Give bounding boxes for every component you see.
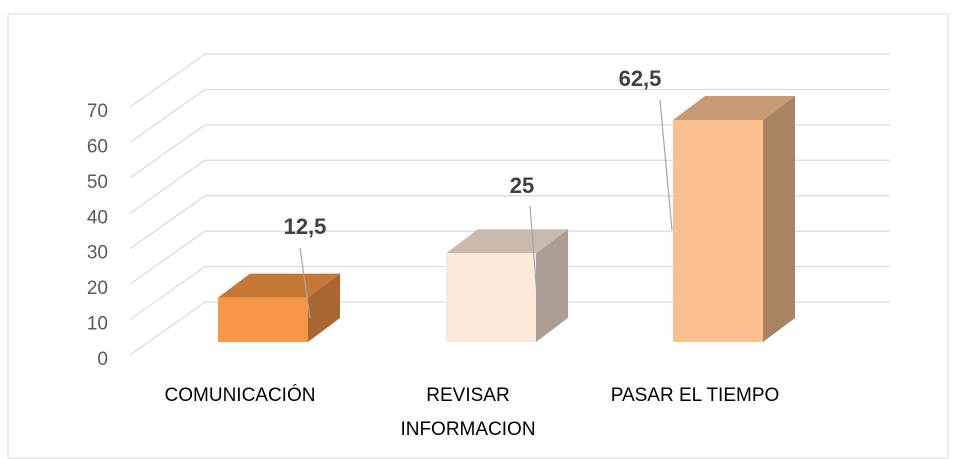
y-tick-label: 70 <box>87 101 108 122</box>
bar-top <box>673 96 795 120</box>
value-label: 62,5 <box>619 66 662 91</box>
x-tick-label: COMUNICACIÓN <box>165 384 316 406</box>
grid-line <box>129 301 890 356</box>
bars <box>218 96 795 342</box>
chart-frame <box>7 13 949 459</box>
y-tick-label: 20 <box>87 278 108 299</box>
bar-side <box>308 273 340 342</box>
grid-line <box>129 53 890 108</box>
leader-line <box>529 205 538 297</box>
y-tick-label: 30 <box>87 243 108 264</box>
y-tick-label: 40 <box>87 207 108 228</box>
grid: 0 10 20 30 40 50 60 70 <box>87 53 890 370</box>
bar-front <box>673 120 763 342</box>
y-tick-label: 10 <box>87 314 108 335</box>
y-tick-label: 0 <box>97 349 108 370</box>
bar-top <box>218 273 340 298</box>
bar-top <box>446 229 568 254</box>
leader-line <box>299 247 311 319</box>
bar-side <box>536 229 568 342</box>
grid-line <box>129 230 890 285</box>
value-label: 25 <box>510 173 534 198</box>
x-tick-label: PASAR EL TIEMPO <box>611 385 780 406</box>
bar <box>446 229 568 342</box>
bar-side <box>763 96 795 342</box>
y-tick-label: 60 <box>87 136 108 157</box>
grid-line <box>129 159 890 214</box>
bar <box>218 273 340 342</box>
y-tick-label: 50 <box>87 172 108 193</box>
leader-lines <box>299 99 673 319</box>
value-label: 12,5 <box>284 214 327 239</box>
leader-line <box>659 99 673 231</box>
bar-front <box>218 297 308 342</box>
x-tick-label: REVISAR INFORMACION <box>400 385 535 440</box>
grid-line <box>129 265 890 321</box>
grid-line <box>129 88 890 143</box>
grid-line <box>129 195 890 250</box>
bar-front <box>446 253 536 342</box>
bar <box>673 96 795 342</box>
grid-line <box>129 124 890 179</box>
